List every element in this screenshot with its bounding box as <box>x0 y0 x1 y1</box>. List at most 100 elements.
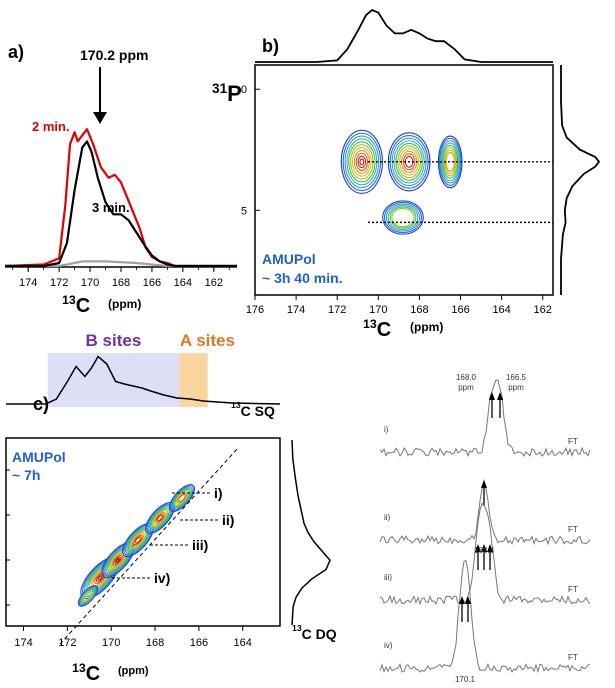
panel-a-tick-label: 174 <box>19 277 37 289</box>
panel-c-contour <box>178 493 186 503</box>
panel-b-plot-frame <box>254 64 554 296</box>
panel-b-contours <box>340 129 463 235</box>
panel-b-annotation-2: ~ 3h 40 min. <box>262 270 343 286</box>
panel-c-contour <box>171 486 193 510</box>
panel-c-contour <box>97 575 103 581</box>
panel-c-top-projection <box>6 355 281 405</box>
panel-b-contour <box>357 155 367 169</box>
ft-peak-label: 168.0 <box>456 373 477 382</box>
panel-c-contour <box>129 530 147 550</box>
ft-row-label: ii) <box>384 513 391 522</box>
panel-c-contour <box>145 501 175 535</box>
panel-c-xtick-label: 170 <box>102 637 120 649</box>
panel-b-xtick-label: 172 <box>328 304 346 316</box>
panel-a-series-line <box>5 140 237 268</box>
panel-b-xtick-label: 168 <box>410 304 428 316</box>
panel-b: b) 31P 05 176 174 172 170 168 166 164 162 AMUPo… <box>212 8 601 341</box>
ft-side-label: FT <box>568 653 578 662</box>
panel-b-contour <box>387 204 419 231</box>
panel-c-contour <box>81 588 95 604</box>
panel-b-contour <box>359 158 365 166</box>
panel-a-legend-2min: 2 min. <box>32 119 70 134</box>
panel-c-contour <box>156 514 164 522</box>
ft-peak-arrowhead <box>497 392 503 400</box>
panel-b-ytick-label: 0 <box>241 84 247 96</box>
panel-b-xlabel: 13C <box>363 317 391 341</box>
panel-a-series <box>4 128 237 268</box>
panel-c-top-label: 13C SQ <box>231 400 275 419</box>
panel-c-plot-frame <box>5 437 281 627</box>
panel-c-contour <box>151 509 169 527</box>
panel-c-contours <box>77 484 196 607</box>
panel-c-row-markers: i) ii) iii) iv) <box>112 485 234 586</box>
panel-b-contour <box>395 142 423 181</box>
panel-c-contour <box>130 531 146 549</box>
panel-c-xlabel-unit: (ppm) <box>118 665 149 677</box>
panel-b-contour <box>355 152 369 171</box>
panel-c-contour <box>174 490 190 506</box>
panel-c-diagonal <box>59 447 239 645</box>
panel-c-contour <box>155 513 165 523</box>
ft-peak-arrowhead <box>481 480 487 488</box>
panel-b-contour <box>391 207 415 228</box>
panel-a-tick-label: 164 <box>174 277 192 289</box>
panel-c-contour <box>77 585 99 607</box>
panel-a-tick-label: 168 <box>112 277 130 289</box>
panel-b-xlabel-unit: (ppm) <box>410 320 443 334</box>
ft-peak-arrowhead <box>459 596 465 604</box>
panel-c-xlabel: 13C <box>72 661 100 685</box>
panel-c-contour <box>152 510 168 526</box>
panel-b-yticks: 05 <box>241 84 260 217</box>
panel-b-contour <box>382 200 424 235</box>
panel-c-contour <box>127 528 149 552</box>
panel-c-contour <box>168 484 196 512</box>
panel-b-xtick-label: 170 <box>369 304 387 316</box>
panel-c-row-label: ii) <box>222 512 234 528</box>
panel-c-contour <box>80 587 96 605</box>
panel-a-tick-label: 172 <box>50 277 68 289</box>
panel-c-contour <box>150 507 170 529</box>
panel-b-contour <box>344 135 380 189</box>
panel-b-ytick-label: 5 <box>241 205 247 217</box>
ft-peak-arrowhead <box>487 544 493 552</box>
panel-c-contour <box>173 488 191 508</box>
panel-c-contour <box>114 556 122 564</box>
panel-c: B sites A sites c) 13C SQ i)ii)iii)iv) 1… <box>5 331 337 685</box>
panel-c-contour <box>96 573 104 583</box>
panel-a-xlabel-unit: (ppm) <box>108 297 141 311</box>
panel-b-contour <box>437 135 463 189</box>
panel-b-xticks: 176 174 172 170 168 166 164 162 <box>246 295 552 316</box>
panel-c-contour <box>79 587 97 605</box>
panel-b-xtick-label: 166 <box>451 304 469 316</box>
panel-b-top-projection <box>255 8 553 63</box>
panel-c-xtick-label: 174 <box>14 637 32 649</box>
panel-c-contour <box>83 590 93 602</box>
panel-c-contour <box>116 557 120 563</box>
panel-a-series-line <box>5 260 237 268</box>
panel-b-xtick-label: 174 <box>287 304 305 316</box>
panel-b-annotation-1: AMUPol <box>262 251 316 267</box>
panel-b-ylabel: 31P <box>212 81 242 106</box>
ft-peak-label: ppm <box>458 383 474 392</box>
ft-row-label: iii) <box>384 573 392 582</box>
region-b-sites <box>47 353 180 407</box>
panel-c-contour <box>154 511 166 525</box>
panel-c-contour <box>175 491 189 505</box>
panel-c-row-label: iii) <box>192 537 208 553</box>
panel-c-contour <box>172 487 192 509</box>
panel-a: a) 170.2 ppm 174 172 170 168 166 164 162 2 min… <box>4 42 237 317</box>
panel-a-label: a) <box>8 42 24 62</box>
panel-b-contour <box>399 148 420 176</box>
ft-side-label: FT <box>568 525 578 534</box>
ft-row-label: iv) <box>384 641 393 650</box>
panel-b-contour <box>383 201 423 234</box>
panel-c-contour <box>78 586 98 606</box>
ft-slice-trace <box>379 559 591 674</box>
panel-b-dotted-rows <box>368 161 553 224</box>
panel-c-row-label: iv) <box>154 570 170 586</box>
panel-c-contour <box>105 546 131 574</box>
region-b-label: B sites <box>86 331 142 350</box>
panel-a-tick-label: 162 <box>205 277 223 289</box>
ft-slices-panel: i)FTii)FTiii)FTiv)FT168.0ppm166.5ppm168.… <box>379 373 591 684</box>
